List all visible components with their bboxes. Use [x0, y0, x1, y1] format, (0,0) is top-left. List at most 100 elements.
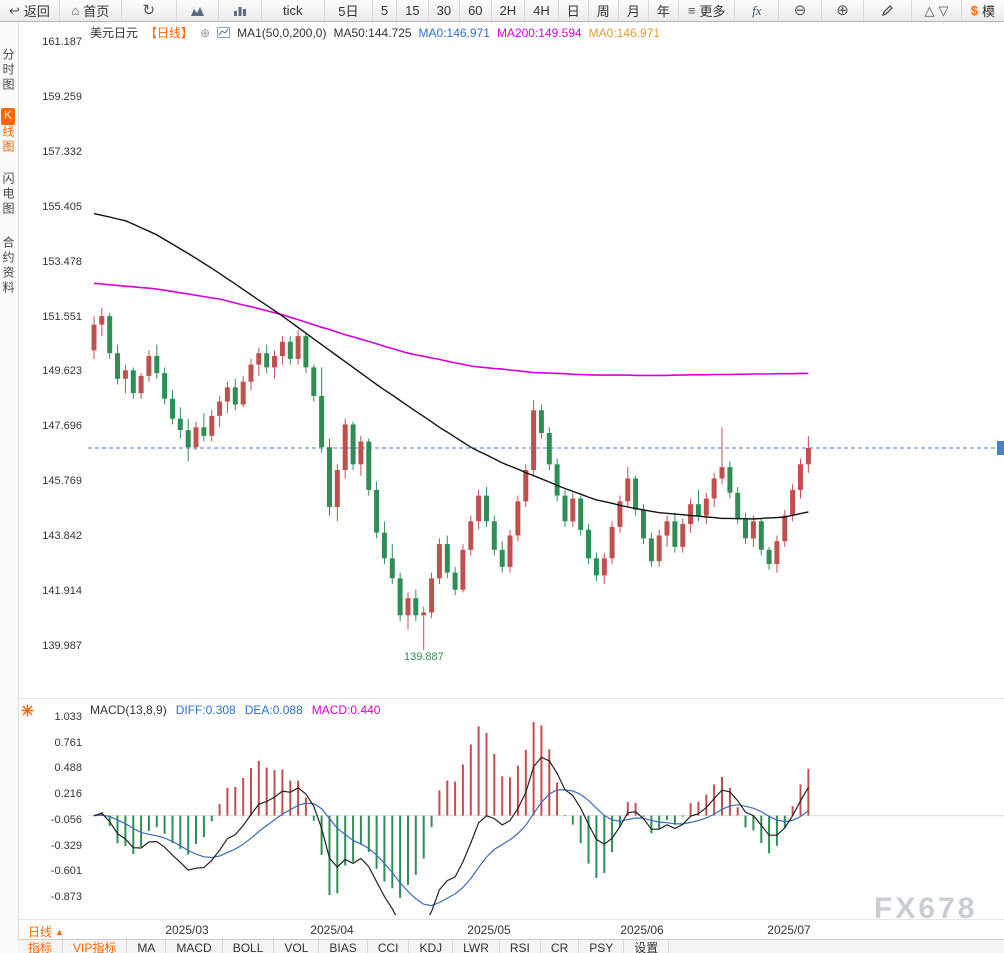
macd-bar: [673, 815, 676, 825]
candle-body: [162, 373, 168, 399]
timeframe-月-button[interactable]: 月: [619, 0, 649, 21]
macd-bar: [579, 815, 582, 844]
timeframe-15-button[interactable]: 15: [397, 0, 429, 21]
macd-histogram: [93, 721, 810, 898]
shapes-button[interactable]: △ ▽: [912, 0, 962, 21]
candle-body: [633, 478, 639, 510]
add-indicator-icon[interactable]: ⊕: [200, 25, 211, 40]
indicator-tab-MACD[interactable]: MACD: [166, 940, 223, 953]
zoom-in-button[interactable]: ⊕: [822, 0, 865, 21]
menu-icon: ≡: [687, 3, 696, 18]
timeframe-60-button[interactable]: 60: [460, 0, 492, 21]
timeframe-5d-button[interactable]: 5日: [325, 0, 373, 21]
macd-pane-header: MACD(13,8,9) DIFF:0.308 DEA:0.088 MACD:0…: [90, 703, 380, 717]
zoom-out-icon: ⊖: [793, 2, 807, 19]
timeframe-日-button[interactable]: 日: [559, 0, 589, 21]
ma50-value: MA50:144.725: [333, 25, 412, 40]
candle-body: [358, 441, 364, 465]
indicator-tab-PSY[interactable]: PSY: [579, 940, 625, 953]
timeframe-年-button[interactable]: 年: [649, 0, 679, 21]
x-axis-label: 2025/06: [620, 923, 664, 937]
timeframe-30-button[interactable]: 30: [429, 0, 461, 21]
macd-bar: [524, 749, 527, 816]
bar-chart-type-button[interactable]: [219, 0, 262, 21]
candle-body: [272, 356, 277, 368]
macd-y-label: -0.873: [50, 890, 82, 903]
macd-chart-canvas[interactable]: [88, 705, 1004, 915]
macd-bar: [407, 815, 409, 885]
macd-bar: [461, 764, 464, 816]
candle-body: [499, 549, 505, 567]
back-arrow-icon: ↩: [9, 3, 20, 18]
candle-body: [476, 495, 482, 522]
timeframe-2H-button[interactable]: 2H: [492, 0, 526, 21]
candle-body: [193, 427, 199, 448]
indicator-tab-RSI[interactable]: RSI: [500, 940, 541, 953]
zoom-out-button[interactable]: ⊖: [779, 0, 822, 21]
diff-line: [93, 756, 809, 915]
sidebar-item-分时图[interactable]: 分时图: [1, 48, 15, 93]
sidebar-item-闪电图[interactable]: 闪电图: [1, 172, 15, 217]
period-selector[interactable]: 日线 ▲: [28, 923, 64, 940]
sidebar-item-合约资料[interactable]: 合约资料: [1, 236, 15, 296]
macd-bar: [587, 815, 590, 864]
indicator-tab-BOLL[interactable]: BOLL: [223, 940, 275, 953]
indicator-tab-KDJ[interactable]: KDJ: [409, 940, 454, 953]
candle-body: [342, 424, 348, 470]
macd-bar: [195, 815, 197, 844]
timeframe-周-button[interactable]: 周: [589, 0, 619, 21]
period-selector-label: 日线: [28, 925, 53, 939]
indicator-tab-LWR[interactable]: LWR: [453, 940, 500, 953]
indicator-tab-VOL[interactable]: VOL: [274, 940, 320, 953]
price-chart-canvas[interactable]: [88, 35, 1004, 667]
candle-body: [805, 448, 811, 465]
5d-label: 5日: [338, 4, 359, 19]
indicator-tab-CR[interactable]: CR: [541, 940, 580, 953]
sim-trade-button[interactable]: $ 模: [962, 0, 1004, 21]
indicator-settings-icon[interactable]: [21, 704, 34, 717]
indicator-tab-BIAS[interactable]: BIAS: [319, 940, 368, 953]
fx-indicator-button[interactable]: fx: [735, 0, 780, 21]
sidebar-item-K线图[interactable]: K线图: [1, 108, 15, 155]
timeframe-5-button[interactable]: 5: [373, 0, 398, 21]
macd-bar: [218, 803, 221, 816]
candle-body: [523, 470, 529, 502]
macd-bar: [155, 815, 158, 828]
indicator-tab-CCI[interactable]: CCI: [368, 940, 410, 953]
indicator-tab-设置[interactable]: 设置: [624, 940, 670, 953]
home-button[interactable]: ⌂ 首页: [60, 0, 122, 21]
active-chart-badge: K: [1, 108, 15, 125]
draw-pencil-button[interactable]: [864, 0, 913, 21]
macd-bar: [250, 768, 252, 816]
macd-bar: [312, 815, 315, 821]
area-chart-type-button[interactable]: [177, 0, 220, 21]
indicator-tab-VIP指标[interactable]: VIP指标: [63, 940, 128, 953]
candle-body: [389, 558, 395, 579]
indicator-tab-指标[interactable]: 指标: [18, 940, 64, 953]
macd-bar: [697, 801, 700, 816]
price-y-label: 139.987: [42, 639, 82, 652]
macd-bar: [399, 815, 402, 898]
timeframe-tick-button[interactable]: tick: [262, 0, 325, 21]
candle-body: [586, 529, 591, 559]
timeframe-4H-button[interactable]: 4H: [525, 0, 559, 21]
candle-body: [656, 535, 662, 562]
macd-bar: [281, 769, 284, 816]
candle-body: [405, 598, 411, 616]
price-y-label: 141.914: [42, 585, 82, 598]
macd-bar: [760, 815, 763, 843]
candle-body: [444, 544, 450, 573]
more-button[interactable]: ≡ 更多: [679, 0, 736, 21]
price-y-label: 155.405: [42, 200, 82, 213]
candle-body: [468, 521, 474, 550]
refresh-button[interactable]: ↻: [122, 0, 177, 21]
macd-bar: [328, 815, 331, 895]
x-axis-label: 2025/05: [467, 923, 511, 937]
back-button[interactable]: ↩ 返回: [0, 0, 60, 21]
indicator-tab-MA[interactable]: MA: [127, 940, 167, 953]
macd-bar: [736, 807, 739, 816]
macd-bar: [446, 780, 449, 816]
candle-body: [609, 527, 615, 559]
macd-bar: [611, 815, 614, 853]
